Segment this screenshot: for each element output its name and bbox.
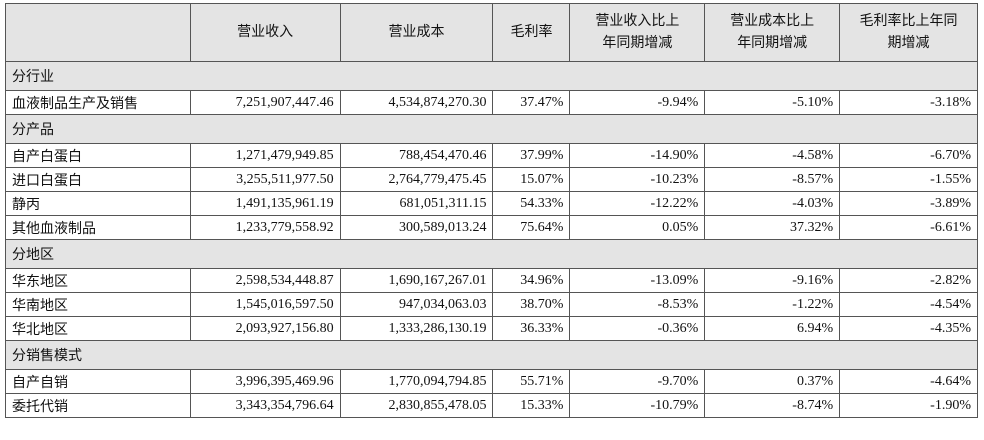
header-cell: 毛利率比上年同期增减 [839,3,978,62]
section-row: 分地区 [5,239,978,269]
value-cell: -1.90% [839,393,978,418]
value-cell: -3.89% [839,191,978,216]
data-row: 自产自销 3,996,395,469.96 1,770,094,794.85 55.7… [5,369,978,394]
value-cell: -1.55% [839,167,978,192]
value-cell: 36.33% [492,316,571,341]
value-cell: 1,491,135,961.19 [189,191,341,216]
header-cell: 营业成本 [339,3,494,62]
value-cell: 55.71% [492,369,571,394]
row-label: 血液制品生产及销售 [5,90,191,115]
value-cell: -13.09% [569,268,706,293]
row-label: 华东地区 [5,268,191,293]
value-cell: -4.03% [704,191,841,216]
data-row: 华南地区 1,545,016,597.50 947,034,063.03 38.70%… [5,292,978,317]
row-label: 进口白蛋白 [5,167,191,192]
value-cell: 4,534,874,270.30 [339,90,494,115]
data-row: 华东地区 2,598,534,448.87 1,690,167,267.01 34.9… [5,268,978,293]
header-cell: 营业收入比上年同期增减 [569,3,706,62]
value-cell: -8.53% [569,292,706,317]
value-cell: 2,093,927,156.80 [189,316,341,341]
value-cell: -2.82% [839,268,978,293]
section-row: 分销售模式 [5,340,978,370]
value-cell: 15.33% [492,393,571,418]
section-row: 分产品 [5,114,978,144]
table-body: 分行业 血液制品生产及销售 7,251,907,447.46 4,534,874,27… [5,61,978,418]
value-cell: -10.23% [569,167,706,192]
value-cell: 1,545,016,597.50 [189,292,341,317]
data-table: 营业收入 营业成本 毛利率 营业收入比上年同期增减 营业成本比上年同期增减 毛利率比上年同… [5,3,978,418]
value-cell: 2,598,534,448.87 [189,268,341,293]
value-cell: -9.70% [569,369,706,394]
header-cell [5,3,191,62]
value-cell: 0.05% [569,215,706,240]
row-label: 委托代销 [5,393,191,418]
row-label: 华南地区 [5,292,191,317]
value-cell: -10.79% [569,393,706,418]
header-row: 营业收入 营业成本 毛利率 营业收入比上年同期增减 营业成本比上年同期增减 毛利率比上年同… [5,3,978,62]
row-label: 自产白蛋白 [5,143,191,168]
value-cell: -4.35% [839,316,978,341]
value-cell: -4.58% [704,143,841,168]
value-cell: -12.22% [569,191,706,216]
value-cell: -4.54% [839,292,978,317]
value-cell: -4.64% [839,369,978,394]
value-cell: 38.70% [492,292,571,317]
section-title: 分地区 [5,239,978,269]
value-cell: 2,830,855,478.05 [339,393,494,418]
row-label: 其他血液制品 [5,215,191,240]
value-cell: 34.96% [492,268,571,293]
value-cell: -8.57% [704,167,841,192]
value-cell: 947,034,063.03 [339,292,494,317]
value-cell: 15.07% [492,167,571,192]
data-row: 委托代销 3,343,354,796.64 2,830,855,478.05 15.3… [5,393,978,418]
section-row: 分行业 [5,61,978,91]
value-cell: 3,996,395,469.96 [189,369,341,394]
value-cell: 2,764,779,475.45 [339,167,494,192]
value-cell: 1,770,094,794.85 [339,369,494,394]
header-cell: 营业成本比上年同期增减 [704,3,841,62]
value-cell: 1,233,779,558.92 [189,215,341,240]
value-cell: -0.36% [569,316,706,341]
value-cell: -14.90% [569,143,706,168]
header-cell: 营业收入 [189,3,341,62]
value-cell: 1,333,286,130.19 [339,316,494,341]
data-row: 血液制品生产及销售 7,251,907,447.46 4,534,874,270.3… [5,90,978,115]
data-row: 静丙 1,491,135,961.19 681,051,311.15 54.33% -1… [5,191,978,216]
value-cell: -8.74% [704,393,841,418]
value-cell: 788,454,470.46 [339,143,494,168]
value-cell: 681,051,311.15 [339,191,494,216]
value-cell: -9.94% [569,90,706,115]
data-row: 进口白蛋白 3,255,511,977.50 2,764,779,475.45 15.… [5,167,978,192]
value-cell: -6.70% [839,143,978,168]
value-cell: 37.99% [492,143,571,168]
value-cell: 3,343,354,796.64 [189,393,341,418]
value-cell: 7,251,907,447.46 [189,90,341,115]
section-title: 分产品 [5,114,978,144]
data-row: 其他血液制品 1,233,779,558.92 300,589,013.24 75.6… [5,215,978,240]
value-cell: 75.64% [492,215,571,240]
header-cell: 毛利率 [492,3,571,62]
value-cell: 6.94% [704,316,841,341]
row-label: 华北地区 [5,316,191,341]
value-cell: 1,690,167,267.01 [339,268,494,293]
value-cell: -6.61% [839,215,978,240]
data-row: 华北地区 2,093,927,156.80 1,333,286,130.19 36.3… [5,316,978,341]
value-cell: 37.47% [492,90,571,115]
value-cell: -3.18% [839,90,978,115]
value-cell: -5.10% [704,90,841,115]
row-label: 自产自销 [5,369,191,394]
value-cell: -1.22% [704,292,841,317]
data-row: 自产白蛋白 1,271,479,949.85 788,454,470.46 37.99… [5,143,978,168]
value-cell: 37.32% [704,215,841,240]
section-title: 分销售模式 [5,340,978,370]
value-cell: -9.16% [704,268,841,293]
row-label: 静丙 [5,191,191,216]
value-cell: 1,271,479,949.85 [189,143,341,168]
value-cell: 0.37% [704,369,841,394]
value-cell: 300,589,013.24 [339,215,494,240]
section-title: 分行业 [5,61,978,91]
value-cell: 3,255,511,977.50 [189,167,341,192]
value-cell: 54.33% [492,191,571,216]
